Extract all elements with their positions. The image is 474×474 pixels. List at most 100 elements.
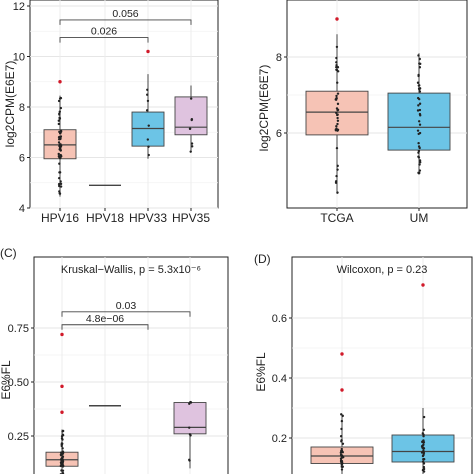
data-point bbox=[336, 70, 340, 73]
data-point bbox=[335, 146, 339, 150]
data-point bbox=[58, 146, 62, 150]
panel-c-bracket-1: 4.8e−06 bbox=[61, 313, 149, 330]
data-point bbox=[60, 469, 63, 472]
data-point bbox=[340, 468, 344, 471]
panel-d-y-tick-label: 0.6 bbox=[272, 313, 287, 325]
data-point bbox=[61, 471, 65, 474]
outlier-point bbox=[335, 17, 339, 21]
panel-b-x-tick-label: TCGA bbox=[320, 211, 353, 225]
data-point bbox=[340, 427, 343, 431]
box-body bbox=[131, 111, 165, 147]
panel-a-x-tick-label: HPV18 bbox=[86, 211, 124, 225]
panel-a-y-tick-label: 8 bbox=[19, 102, 25, 114]
data-point bbox=[422, 457, 426, 461]
data-point bbox=[146, 88, 149, 91]
data-point bbox=[418, 90, 422, 93]
data-point bbox=[341, 455, 345, 459]
panel-c-test-label: Kruskal−Wallis, p = 5.3x10⁻⁶ bbox=[61, 264, 201, 276]
data-point bbox=[336, 116, 339, 120]
panel-a-box-2 bbox=[131, 49, 165, 159]
data-point bbox=[145, 109, 149, 112]
panel-c-box-0 bbox=[45, 332, 79, 474]
data-point bbox=[421, 446, 425, 449]
data-point bbox=[61, 442, 64, 445]
panel-c-box-3 bbox=[173, 400, 207, 469]
data-point bbox=[57, 141, 61, 144]
data-point bbox=[59, 106, 63, 110]
data-point bbox=[147, 124, 150, 127]
panel-c: (C) Kruskal−Wallis, p = 5.3x10⁻⁶ 0.034.8… bbox=[0, 246, 229, 474]
panel-a-y-tick-label: 4 bbox=[19, 203, 25, 215]
panel-c-y-tick-label: 0.75 bbox=[8, 323, 29, 335]
panel-b-y-tick-label: 6 bbox=[276, 128, 282, 140]
data-point bbox=[189, 400, 192, 404]
data-point bbox=[417, 104, 420, 107]
data-point bbox=[59, 129, 63, 132]
panel-c-bracket-0: 0.03 bbox=[61, 300, 191, 317]
panel-d-box-0 bbox=[310, 352, 374, 474]
panel-a-y-tick-label: 12 bbox=[13, 1, 25, 13]
panel-b-box-1 bbox=[387, 53, 451, 175]
panel-d-y-tick-label: 0.4 bbox=[272, 373, 287, 385]
data-point bbox=[61, 430, 64, 433]
panel-a-x-ticks: HPV16 HPV18 HPV33 HPV35 bbox=[41, 208, 210, 225]
bracket-line bbox=[61, 324, 149, 330]
data-point bbox=[416, 129, 420, 132]
data-point bbox=[416, 96, 420, 100]
panel-c-y-label: E6%FL bbox=[0, 360, 13, 400]
data-point bbox=[422, 443, 425, 446]
outlier-point bbox=[60, 384, 64, 389]
data-point bbox=[335, 65, 338, 69]
data-point bbox=[147, 145, 150, 148]
panel-c-brackets: 0.034.8e−06 bbox=[61, 300, 191, 330]
data-point bbox=[335, 56, 338, 60]
data-point bbox=[419, 62, 422, 66]
data-point bbox=[58, 171, 61, 174]
data-point bbox=[334, 181, 338, 184]
data-point bbox=[341, 442, 345, 445]
data-point bbox=[418, 57, 421, 61]
data-point bbox=[58, 135, 62, 139]
data-point bbox=[339, 435, 343, 438]
panel-d-boxes bbox=[310, 283, 455, 474]
data-point bbox=[417, 84, 421, 87]
data-point bbox=[421, 468, 425, 472]
data-point bbox=[340, 465, 343, 468]
data-point bbox=[146, 99, 150, 103]
panel-b-y-tick-label: 8 bbox=[276, 52, 282, 64]
data-point bbox=[58, 162, 61, 165]
data-point bbox=[336, 168, 339, 171]
panel-a-y-label: log2CPM(E6E7) bbox=[3, 61, 17, 148]
data-point bbox=[420, 451, 424, 454]
panel-a-bracket-1: 0.026 bbox=[59, 26, 149, 43]
panel-b-box-0 bbox=[305, 17, 369, 194]
data-point bbox=[336, 164, 339, 168]
panel-c-letter: (C) bbox=[0, 246, 17, 260]
panel-d: (D) Wilcoxon, p = 0.23 0.2 0.4 0.6 E6%FL bbox=[254, 252, 473, 474]
data-point bbox=[58, 112, 61, 115]
panel-a-y-tick-label: 10 bbox=[13, 52, 25, 64]
panel-a-x-tick-label: HPV35 bbox=[172, 211, 210, 225]
panel-b-x-ticks: TCGA UM bbox=[320, 208, 428, 225]
panel-d-y-ticks: 0.2 0.4 0.6 bbox=[272, 313, 292, 445]
data-point bbox=[340, 413, 343, 416]
data-point bbox=[336, 191, 339, 194]
data-point bbox=[188, 402, 191, 405]
panel-a-x-tick-label: HPV33 bbox=[129, 211, 167, 225]
panel-c-grid bbox=[34, 257, 228, 474]
data-point bbox=[417, 54, 420, 57]
data-point bbox=[421, 440, 425, 443]
outlier-point bbox=[421, 283, 425, 287]
data-point bbox=[58, 190, 61, 193]
panel-d-y-label: E6%FL bbox=[254, 352, 268, 392]
data-point bbox=[59, 182, 63, 186]
data-point bbox=[417, 151, 420, 154]
panel-d-box-1 bbox=[391, 283, 455, 474]
bracket-line bbox=[59, 19, 192, 25]
panel-d-letter: (D) bbox=[254, 252, 271, 266]
box-body bbox=[173, 402, 207, 435]
data-point bbox=[61, 433, 65, 437]
panel-c-y-tick-label: 0.25 bbox=[8, 431, 29, 443]
data-point bbox=[61, 455, 65, 458]
data-point bbox=[336, 108, 340, 112]
